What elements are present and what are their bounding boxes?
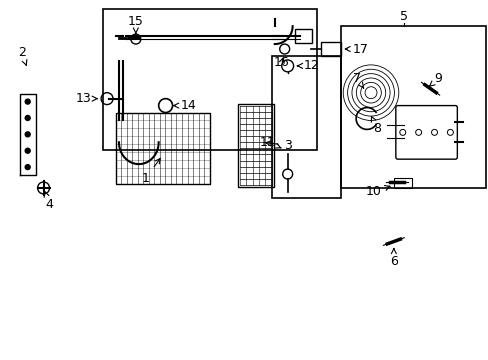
Bar	[238, 104, 273, 187]
Text: 1: 1	[142, 158, 160, 185]
Circle shape	[25, 165, 30, 170]
Circle shape	[25, 116, 30, 121]
Text: 8: 8	[370, 116, 380, 135]
Circle shape	[25, 132, 30, 137]
Text: 5: 5	[399, 10, 407, 23]
Text: 3: 3	[265, 139, 291, 152]
Text: 11: 11	[260, 136, 281, 149]
Bar	[294, 29, 312, 43]
Text: 15: 15	[128, 15, 143, 33]
Circle shape	[25, 148, 30, 153]
Text: 4: 4	[44, 192, 53, 211]
Text: 16: 16	[273, 57, 289, 69]
Text: 13: 13	[75, 92, 97, 105]
Bar	[115, 113, 209, 184]
Bar	[393, 178, 411, 188]
Circle shape	[25, 99, 30, 104]
Text: 14: 14	[173, 99, 196, 112]
Text: 10: 10	[366, 185, 389, 198]
Text: 6: 6	[389, 249, 397, 268]
Text: 2: 2	[18, 46, 27, 65]
Text: 7: 7	[352, 72, 363, 88]
Text: 17: 17	[345, 42, 368, 55]
Text: 12: 12	[297, 59, 319, 72]
Bar	[321, 42, 341, 56]
Text: 9: 9	[428, 72, 442, 86]
